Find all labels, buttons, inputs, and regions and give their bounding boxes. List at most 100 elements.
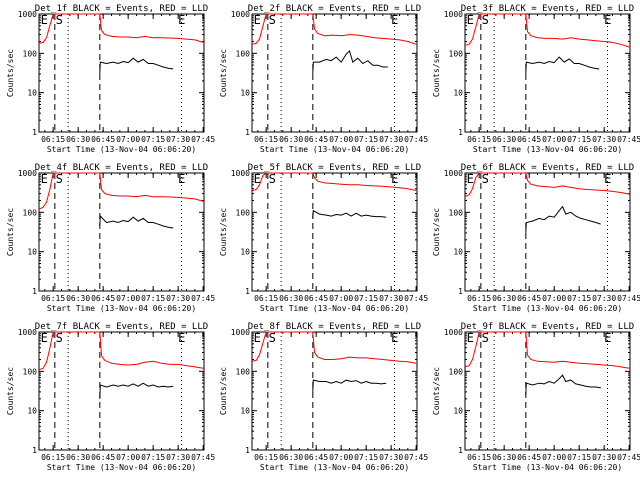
x-tick-label: 07:30 <box>166 294 190 303</box>
marker-label: E <box>467 172 474 186</box>
y-tick-label: 1000 <box>18 169 37 178</box>
events-series-line <box>312 379 387 392</box>
events-series-line <box>525 56 600 74</box>
x-tick-label: 06:15 <box>41 294 65 303</box>
x-tick-label: 07:45 <box>404 135 428 144</box>
panel-title: Det_8f BLACK = Events, RED = LLD <box>248 322 421 332</box>
y-tick-label: 100 <box>23 49 38 58</box>
marker-label: E <box>178 13 185 27</box>
lld-series-line <box>251 13 417 45</box>
y-tick-label: 1 <box>32 446 37 455</box>
events-series-line <box>312 49 388 74</box>
x-tick-label: 06:30 <box>279 135 303 144</box>
y-tick-label: 100 <box>23 208 38 217</box>
y-axis-label: Counts/sec <box>219 367 228 415</box>
axes-frame <box>251 172 418 292</box>
x-tick-label: 07:15 <box>141 294 165 303</box>
x-tick-label: 06:45 <box>304 294 328 303</box>
x-tick-label: 07:45 <box>404 294 428 303</box>
x-axis-label: Start Time (13-Nov-04 06:06:20) <box>47 463 196 472</box>
panel-title: Det_2f BLACK = Events, RED = LLD <box>248 4 421 14</box>
marker-label: E <box>178 172 185 186</box>
y-tick-label: 100 <box>449 49 464 58</box>
lld-series-line <box>464 13 630 48</box>
y-tick-label: 100 <box>23 367 38 376</box>
lld-series-line <box>464 331 630 369</box>
y-tick-label: 10 <box>27 407 37 416</box>
axes-frame <box>38 172 205 292</box>
x-tick-label: 07:30 <box>166 135 190 144</box>
detector-panel: Det_4f BLACK = Events, RED = LLD 1 10 100 10… <box>6 163 215 313</box>
marker-label: E <box>467 331 474 345</box>
x-tick-label: 07:30 <box>592 453 616 462</box>
axes-frame <box>464 13 631 133</box>
x-axis-label: Start Time (13-Nov-04 06:06:20) <box>473 463 622 472</box>
x-tick-label: 06:30 <box>279 453 303 462</box>
x-tick-label: 06:45 <box>91 453 115 462</box>
x-tick-label: 06:45 <box>517 294 541 303</box>
x-tick-label: 06:45 <box>91 135 115 144</box>
x-tick-label: 07:45 <box>191 135 215 144</box>
panel-title: Det_7f BLACK = Events, RED = LLD <box>35 322 208 332</box>
detector-panel: Det_2f BLACK = Events, RED = LLD 1 10 100 10… <box>219 4 428 154</box>
y-tick-label: 100 <box>236 208 251 217</box>
x-tick-label: 07:15 <box>567 453 591 462</box>
lld-series-line <box>251 172 417 192</box>
x-tick-label: 06:45 <box>304 135 328 144</box>
marker-label: S <box>482 13 489 27</box>
y-tick-label: 1 <box>458 446 463 455</box>
y-tick-label: 10 <box>453 248 463 257</box>
y-axis-label: Counts/sec <box>6 208 15 256</box>
x-tick-label: 06:15 <box>254 453 278 462</box>
marker-label: S <box>269 172 276 186</box>
marker-label: E <box>254 172 261 186</box>
x-tick-label: 07:00 <box>116 453 140 462</box>
y-tick-label: 1000 <box>18 328 37 337</box>
x-tick-label: 06:15 <box>254 135 278 144</box>
y-tick-label: 1000 <box>444 169 463 178</box>
x-tick-label: 06:30 <box>279 294 303 303</box>
events-series-line <box>525 374 601 396</box>
x-tick-label: 07:30 <box>166 453 190 462</box>
x-tick-label: 07:15 <box>141 453 165 462</box>
y-tick-label: 10 <box>27 248 37 257</box>
marker-label: E <box>467 13 474 27</box>
y-tick-label: 10 <box>240 248 250 257</box>
x-tick-label: 07:15 <box>141 135 165 144</box>
marker-label: E <box>254 13 261 27</box>
y-tick-label: 1000 <box>231 10 250 19</box>
y-axis-label: Counts/sec <box>6 367 15 415</box>
marker-label: E <box>41 331 48 345</box>
detector-panel: Det_6f BLACK = Events, RED = LLD 1 10 100 10… <box>432 163 640 313</box>
lld-series-line <box>38 331 204 371</box>
axes-frame <box>464 331 631 451</box>
x-tick-label: 06:15 <box>467 135 491 144</box>
panel-title: Det_1f BLACK = Events, RED = LLD <box>35 4 208 14</box>
marker-label: E <box>604 13 611 27</box>
y-tick-label: 1000 <box>18 10 37 19</box>
y-axis-label: Counts/sec <box>432 208 441 256</box>
x-tick-label: 07:30 <box>592 135 616 144</box>
events-series-line <box>312 209 387 219</box>
axes-frame <box>38 13 205 133</box>
x-axis-label: Start Time (13-Nov-04 06:06:20) <box>473 145 622 154</box>
marker-label: S <box>56 331 63 345</box>
x-tick-label: 07:45 <box>617 135 640 144</box>
y-tick-label: 10 <box>453 407 463 416</box>
x-tick-label: 06:45 <box>517 453 541 462</box>
x-tick-label: 06:30 <box>492 453 516 462</box>
y-axis-label: Counts/sec <box>219 49 228 97</box>
x-tick-label: 07:45 <box>404 453 428 462</box>
marker-label: S <box>269 331 276 345</box>
x-tick-label: 07:00 <box>329 135 353 144</box>
panel-title: Det_4f BLACK = Events, RED = LLD <box>35 163 208 173</box>
y-tick-label: 1 <box>32 128 37 137</box>
y-tick-label: 10 <box>240 89 250 98</box>
events-series-line <box>99 214 174 229</box>
x-tick-label: 06:30 <box>492 294 516 303</box>
y-tick-label: 100 <box>236 367 251 376</box>
axes-frame <box>464 172 631 292</box>
x-axis-label: Start Time (13-Nov-04 06:06:20) <box>260 145 409 154</box>
x-tick-label: 07:00 <box>542 294 566 303</box>
x-tick-label: 06:30 <box>66 453 90 462</box>
